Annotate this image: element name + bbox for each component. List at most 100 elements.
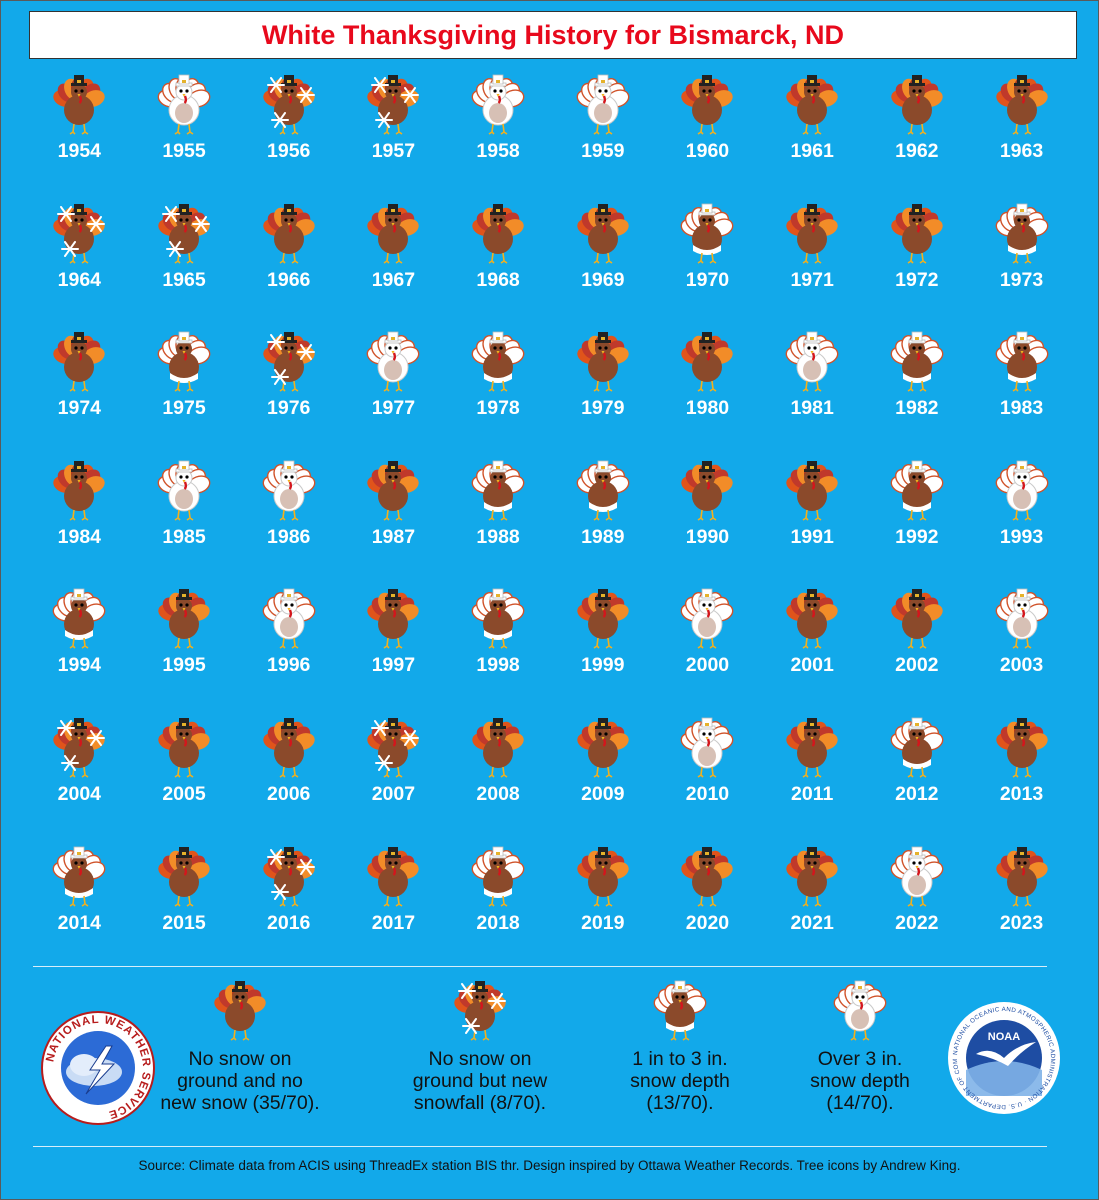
- year-cell: 1972: [865, 199, 970, 328]
- year-label: 2018: [476, 911, 520, 934]
- year-label: 1986: [267, 525, 311, 548]
- year-cell: 1961: [760, 70, 865, 199]
- turkey-icon: [364, 584, 422, 650]
- year-cell: 2014: [27, 842, 132, 971]
- year-cell: 1982: [865, 327, 970, 456]
- year-cell: 1962: [865, 70, 970, 199]
- year-label: 1966: [267, 268, 311, 291]
- year-label: 2020: [685, 911, 730, 934]
- title-box: White Thanksgiving History for Bismarck,…: [29, 11, 1077, 59]
- year-cell: 2017: [341, 842, 446, 971]
- turkey-icon: [260, 199, 318, 265]
- year-label: 1995: [162, 654, 206, 677]
- year-cell: 2007: [341, 713, 446, 842]
- year-label: 1954: [57, 140, 102, 162]
- year-cell: 2010: [655, 713, 760, 842]
- year-label: 1955: [162, 140, 206, 162]
- year-cell: 1955: [132, 70, 237, 199]
- year-label: 1980: [685, 397, 730, 420]
- year-cell: 1985: [132, 456, 237, 585]
- turkey-snow-covered-icon: [678, 584, 736, 650]
- year-label: 1992: [895, 525, 939, 548]
- year-cell: 1988: [446, 456, 551, 585]
- year-label: 2003: [999, 654, 1044, 677]
- legend-item-none: No snow on ground and no new snow (35/70…: [140, 976, 340, 1114]
- year-label: 1985: [162, 525, 206, 548]
- turkey-icon: [364, 456, 422, 522]
- turkey-snow-covered-icon: [260, 456, 318, 522]
- turkey-icon: [155, 584, 213, 650]
- year-label: 1964: [57, 268, 102, 291]
- turkey-icon: [574, 713, 632, 779]
- legend-label: No snow on ground but new snowfall (8/70…: [412, 1048, 548, 1114]
- year-cell: 1999: [550, 584, 655, 713]
- year-cell: 1998: [446, 584, 551, 713]
- turkey-snow-covered-icon: [993, 456, 1051, 522]
- year-label: 1967: [371, 268, 416, 291]
- year-label: 1958: [476, 140, 520, 162]
- year-cell: 1966: [236, 199, 341, 328]
- year-cell: 1984: [27, 456, 132, 585]
- turkey-snow-covered-icon: [888, 842, 946, 908]
- year-label: 2001: [790, 654, 834, 677]
- year-cell: 1959: [550, 70, 655, 199]
- turkey-icon: [783, 713, 841, 779]
- turkey-icon: [260, 713, 318, 779]
- turkey-partial-snow-icon: [888, 713, 946, 779]
- year-cell: 1992: [865, 456, 970, 585]
- nws-logo: NATIONAL WEATHER SERVICE: [40, 1010, 156, 1131]
- year-cell: 1965: [132, 199, 237, 328]
- year-label: 1982: [895, 397, 939, 420]
- year-cell: 1960: [655, 70, 760, 199]
- year-cell: 2015: [132, 842, 237, 971]
- year-cell: 1991: [760, 456, 865, 585]
- turkey-snow-covered-icon: [155, 456, 213, 522]
- turkey-snowflakes-icon: [155, 199, 213, 265]
- turkey-partial-snow-icon: [155, 327, 213, 393]
- turkey-partial-snow-icon: [993, 327, 1051, 393]
- year-label: 1963: [999, 140, 1044, 162]
- year-cell: 2003: [969, 584, 1074, 713]
- year-label: 2014: [57, 911, 102, 934]
- turkey-icon: [155, 842, 213, 908]
- year-cell: 1986: [236, 456, 341, 585]
- year-label: 2000: [685, 654, 730, 677]
- year-label: 1979: [581, 397, 625, 420]
- year-cell: 2012: [865, 713, 970, 842]
- year-label: 1960: [685, 140, 730, 162]
- year-label: 2011: [791, 782, 834, 805]
- year-cell: 1971: [760, 199, 865, 328]
- year-cell: 1990: [655, 456, 760, 585]
- year-cell: 2000: [655, 584, 760, 713]
- year-cell: 1964: [27, 199, 132, 328]
- year-label: 1984: [57, 525, 102, 548]
- turkey-icon: [888, 199, 946, 265]
- source-note: Source: Climate data from ACIS using Thr…: [138, 1158, 961, 1173]
- turkey-icon: [574, 327, 632, 393]
- year-cell: 2023: [969, 842, 1074, 971]
- year-cell: 1978: [446, 327, 551, 456]
- year-cell: 2009: [550, 713, 655, 842]
- year-cell: 2005: [132, 713, 237, 842]
- turkey-icon: [888, 70, 946, 136]
- turkey-partial-snow-icon: [469, 584, 527, 650]
- turkey-icon: [574, 842, 632, 908]
- turkey-icon: [783, 584, 841, 650]
- year-cell: 1954: [27, 70, 132, 199]
- year-cell: 1968: [446, 199, 551, 328]
- year-label: 1971: [790, 268, 834, 291]
- turkey-icon: [993, 842, 1051, 908]
- year-label: 1989: [581, 525, 625, 548]
- divider-bottom: [33, 1146, 1047, 1147]
- year-label: 1962: [895, 140, 939, 162]
- year-cell: 2022: [865, 842, 970, 971]
- legend-label: Over 3 in. snow depth (14/70).: [810, 1048, 910, 1114]
- year-label: 1974: [57, 397, 102, 420]
- turkey-icon: [155, 713, 213, 779]
- year-cell: 1997: [341, 584, 446, 713]
- year-label: 2005: [162, 782, 206, 805]
- turkey-snowflakes-icon: [260, 70, 318, 136]
- year-cell: 2016: [236, 842, 341, 971]
- turkey-icon: [783, 842, 841, 908]
- year-cell: 1973: [969, 199, 1074, 328]
